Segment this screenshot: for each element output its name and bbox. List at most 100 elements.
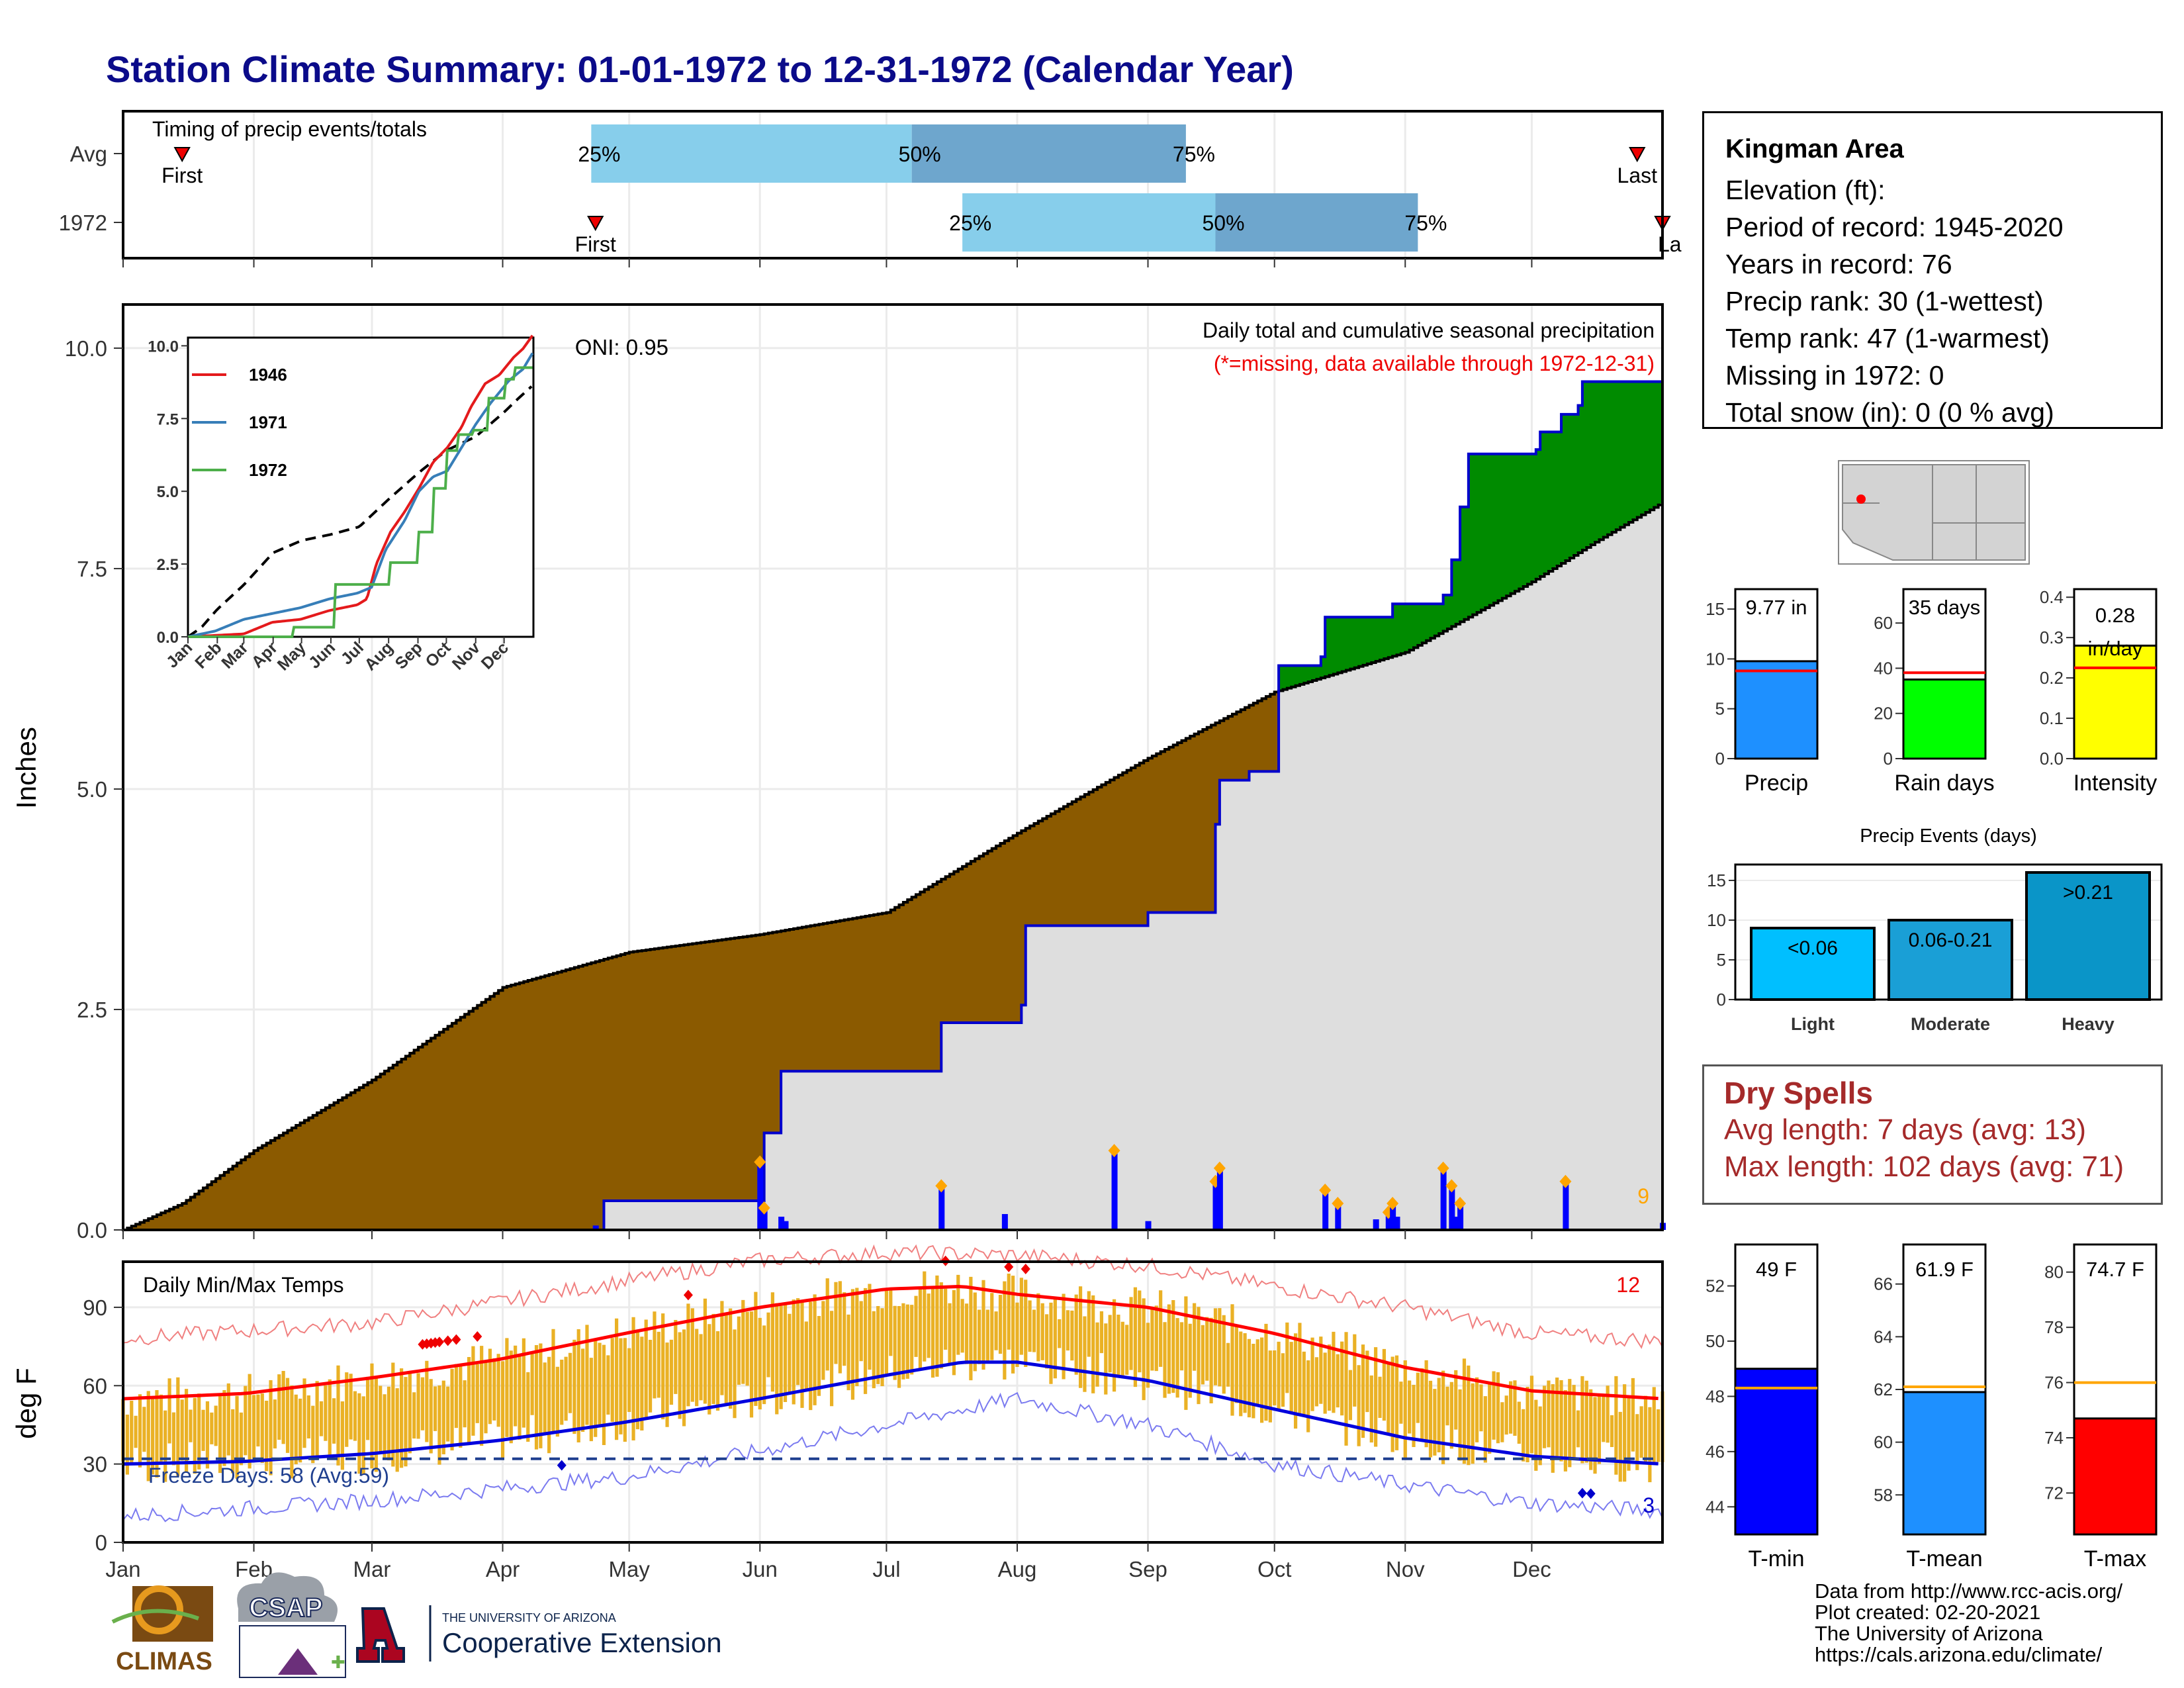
credit-line: Data from http://www.rcc-acis.org/ [1815,1579,2123,1603]
mini-value-bar [2073,644,2158,760]
station-line: Period of record: 1945-2020 [1725,212,2064,242]
map-borders [1843,465,2025,560]
last-marker-icon [1629,147,1646,163]
event-category-label: Moderate [1911,1014,1990,1034]
events-frame [1734,863,2163,1001]
mini-y-tick-label: 78 [2044,1317,2064,1337]
csap-logo-text: CSAP [249,1593,322,1622]
precip-desc-missing: (*=missing, data available through 1972-… [1214,352,1655,375]
record-hot-marker-icon [451,1334,461,1345]
station-line: Elevation (ft): [1725,175,1886,205]
mini-value-text: 35 days [1909,596,1981,619]
mini-y-tick-label: 0 [1884,749,1893,769]
cactus-icon: ✚ [331,1652,345,1672]
y-tick-label: 10.0 [65,336,107,361]
big-event-marker-icon [1559,1174,1572,1188]
mini-y-tick-label: 76 [2044,1373,2064,1393]
daily-precip-bar [1457,1203,1464,1230]
timing-frame [122,110,1664,259]
climas-wave-icon [111,1609,200,1624]
month-label: May [609,1557,651,1581]
mini-value-text: 0.28 [2095,604,2135,627]
daily-precip-bar [782,1221,789,1230]
month-label: Oct [1257,1557,1291,1581]
timing-bar-lower [591,124,912,183]
big-event-marker-icon [1332,1197,1344,1211]
timing-last-label: Last [1617,164,1658,187]
big-event-marker-icon [935,1179,948,1193]
climas-sun-icon [134,1585,183,1634]
timing-bar-upper [1215,193,1418,252]
credit-line: The University of Arizona [1815,1622,2043,1645]
big-event-marker-icon [1454,1197,1467,1211]
mini-y-tick-label: 0.2 [2040,668,2064,688]
first-marker-icon [587,216,604,232]
events-y-tick-label: 15 [1707,870,1726,890]
timing-p25: 25% [578,142,620,166]
month-label: Jul [872,1557,900,1581]
map-states [1842,464,2026,561]
inset-cumulative-chart: 0.02.55.07.510.0JanFebMarAprMayJunJulAug… [148,334,535,675]
daily-precip-bar [1216,1168,1223,1230]
mini-y-tick-label: 0 [1715,749,1725,769]
mini-value-bar [1902,1391,1987,1536]
event-bar [1888,919,2013,1001]
inset-legend-label: 1971 [249,412,287,432]
timing-row-label: 1972 [59,211,107,235]
daily-precip-bar [1453,1217,1459,1230]
mini-y-tick-label: 60 [1874,613,1893,633]
mini-y-tick-label: 10 [1706,649,1725,669]
daily-precip-bar [1111,1150,1118,1230]
y-tick-label: 0.0 [77,1218,107,1243]
inset-y-tick-label: 0.0 [157,629,179,647]
timing-row-label: Avg [70,142,107,166]
timing-p25: 25% [949,211,991,235]
mini-y-tick-label: 5 [1715,699,1725,719]
event-count: 9 [1637,1184,1649,1208]
mini-y-tick-label: 64 [1874,1327,1893,1346]
precip-avg-line [123,502,1664,1231]
daily-precip-bar [1385,1212,1392,1230]
events-y-tick-label: 10 [1707,910,1726,930]
month-label: Nov [1386,1557,1425,1581]
month-label: Jun [743,1557,778,1581]
daily-precip-bar [761,1207,768,1230]
dry-spells-box: Dry Spells Avg length: 7 days (avg: 13) … [1702,1064,2163,1205]
timing-panel: Timing of precip events/totals Avg 25% 50% 7… [59,110,1682,267]
mini-y-tick-label: 72 [2044,1483,2064,1503]
big-event-marker-icon [754,1155,766,1169]
precip-surplus-area [1279,381,1662,691]
event-category-label: Light [1791,1014,1835,1034]
mini-bar-charts: 0 5 10 15 Precip 9.77 in 0 20 40 60 Rain days 35 da… [1706,587,2158,796]
big-event-marker-icon [1437,1161,1449,1175]
precip-deficit-area [127,690,1279,1230]
daily-precip-bar [778,1217,785,1230]
inset-y-tick-label: 10.0 [148,338,179,355]
mini-label: T-max [2084,1546,2146,1571]
first-marker-icon [173,147,191,163]
record-min-line [122,1391,1663,1523]
mini-value-text: 74.7 F [2086,1258,2144,1281]
events-y-tick-label: 5 [1717,950,1726,970]
credits: Data from http://www.rcc-acis.org/ Plot … [1815,1581,2122,1665]
inset-series-line [187,352,534,638]
station-line: Total snow (in): 0 (0 % avg) [1725,397,2054,428]
location-map [1838,460,2030,565]
daily-precip-bar [592,1225,599,1230]
mini-y-tick-label: 60 [1874,1432,1893,1452]
y-tick-label: 5.0 [77,777,107,802]
big-event-marker-icon [758,1201,770,1215]
mini-y-tick-label: 74 [2044,1428,2064,1448]
hot-record-count: 12 [1616,1273,1640,1297]
inset-series-line [187,334,534,638]
station-line: Years in record: 76 [1725,249,1952,279]
inset-avg-line [187,385,533,638]
record-hot-marker-icon [473,1331,482,1342]
mini-y-tick-label: 40 [1874,658,1893,678]
daily-precip-bar [1145,1221,1152,1230]
mini-y-tick-label: 58 [1874,1485,1893,1505]
y-tick-label: 0 [95,1530,107,1555]
record-cold-marker-icon [1577,1487,1587,1499]
y-tick-label: 30 [83,1452,107,1477]
